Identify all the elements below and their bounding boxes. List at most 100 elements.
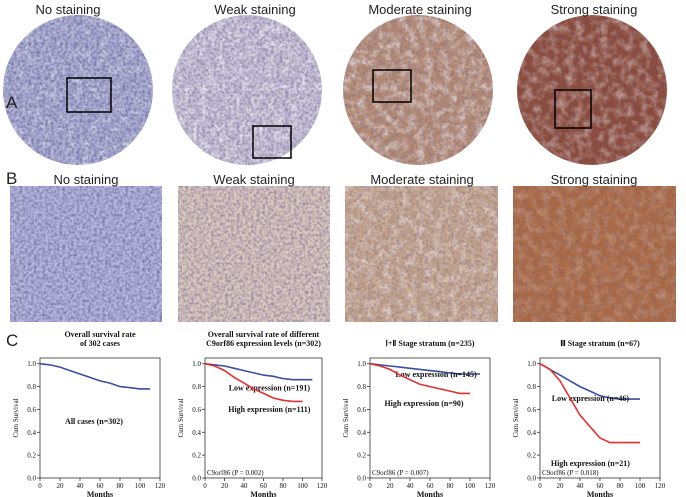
- tma-cores: [3, 15, 667, 165]
- survival-curve: [369, 362, 470, 395]
- x-tick-label: 20: [57, 482, 65, 490]
- y-tick-label: 1.0: [192, 360, 201, 368]
- y-tick-label: 0.0: [357, 475, 366, 483]
- annotation: C9orf86 (P = 0.018): [542, 469, 599, 477]
- core-image: [343, 15, 493, 165]
- x-tick-label: 20: [557, 482, 565, 490]
- core-label: No staining: [35, 2, 100, 17]
- zoom-box: [252, 125, 292, 159]
- zoom-label: Moderate staining: [370, 172, 473, 187]
- core-image: [172, 15, 322, 165]
- y-tick-label: 0.8: [527, 383, 536, 391]
- y-tick-label: 0.6: [527, 406, 536, 414]
- survival-curve: [539, 363, 640, 444]
- y-tick-label: 0.8: [192, 383, 201, 391]
- zoom-texture: [345, 186, 498, 322]
- zoom-box: [66, 77, 112, 113]
- y-tick-label: 0.6: [27, 406, 36, 414]
- y-tick-label: 0.6: [192, 406, 201, 414]
- x-tick-label: 0: [538, 482, 542, 490]
- x-tick-label: 80: [117, 482, 125, 490]
- core-label: Moderate staining: [368, 2, 471, 17]
- series-label: High expression (n=90): [384, 399, 463, 408]
- survival-curve: [369, 362, 480, 375]
- x-tick-label: 120: [317, 482, 328, 490]
- x-tick-label: 20: [387, 482, 395, 490]
- survival-curve: [204, 362, 303, 403]
- x-tick-label: 100: [635, 482, 646, 490]
- x-tick-label: 60: [597, 482, 605, 490]
- zoom-label: No staining: [53, 172, 118, 187]
- zoom-box: [554, 89, 592, 129]
- zoom-label: Weak staining: [213, 172, 294, 187]
- x-tick-label: 0: [368, 482, 372, 490]
- survival-curve: [539, 363, 640, 400]
- x-tick-label: 80: [280, 482, 288, 490]
- y-axis-label: Cum Survival: [342, 398, 350, 437]
- zoom-images: [10, 186, 676, 322]
- y-axis-label: Cum Survival: [12, 398, 20, 437]
- series-label: Low expression (n=145): [395, 370, 477, 379]
- y-tick-label: 0.0: [527, 475, 536, 483]
- x-tick-label: 100: [465, 482, 476, 490]
- y-tick-label: 0.2: [527, 452, 536, 460]
- x-tick-label: 40: [77, 482, 85, 490]
- core-label: Weak staining: [214, 2, 295, 17]
- chart-title: Overall survival rate of different: [208, 330, 320, 339]
- y-tick-label: 0.2: [357, 452, 366, 460]
- y-axis-label: Cum Survival: [177, 398, 185, 437]
- zoom-texture: [178, 186, 330, 322]
- core-label: Strong staining: [551, 2, 638, 17]
- x-axis-label: Months: [87, 490, 113, 497]
- y-tick-label: 0.8: [27, 383, 36, 391]
- x-tick-label: 20: [221, 482, 229, 490]
- x-tick-label: 0: [203, 482, 207, 490]
- y-tick-label: 0.4: [192, 429, 201, 437]
- x-tick-label: 120: [485, 482, 496, 490]
- series-label: Low expression (n=191): [229, 383, 311, 392]
- annotation: C9orf86 (P = 0.002): [207, 469, 264, 477]
- y-tick-label: 0.4: [527, 429, 536, 437]
- y-tick-label: 0.8: [357, 383, 366, 391]
- x-tick-label: 120: [655, 482, 666, 490]
- y-tick-label: 0.4: [27, 429, 36, 437]
- chart-title: Overall survival rate: [64, 330, 136, 339]
- series-label: Low expression (n=46): [552, 394, 630, 403]
- y-tick-label: 1.0: [357, 360, 366, 368]
- annotation: C9orf86 (P = 0.007): [372, 469, 429, 477]
- survival-curve: [204, 362, 313, 381]
- y-tick-label: 1.0: [27, 360, 36, 368]
- x-axis-label: Months: [587, 490, 613, 497]
- series-label: High expression (n=21): [551, 459, 630, 468]
- chart-title: C9orf86 expression levels (n=302): [206, 339, 321, 348]
- core-image: [3, 15, 153, 165]
- chart-title: Ⅲ Stage stratum (n=67): [560, 339, 640, 348]
- x-tick-label: 100: [135, 482, 146, 490]
- y-tick-label: 0.4: [357, 429, 366, 437]
- zoom-texture: [513, 186, 676, 322]
- x-tick-label: 100: [297, 482, 308, 490]
- survival-curve: [39, 362, 150, 390]
- x-tick-label: 120: [155, 482, 166, 490]
- y-tick-label: 1.0: [527, 360, 536, 368]
- x-tick-label: 80: [617, 482, 625, 490]
- series-label: All cases (n=302): [65, 417, 123, 426]
- panel-label: B: [6, 169, 17, 188]
- x-tick-label: 40: [577, 482, 585, 490]
- x-tick-label: 40: [241, 482, 249, 490]
- x-axis-label: Months: [417, 490, 443, 497]
- zoom-label: Strong staining: [551, 172, 638, 187]
- y-tick-label: 0.2: [192, 452, 201, 460]
- zoom-texture: [10, 186, 162, 322]
- x-tick-label: 60: [260, 482, 268, 490]
- plot-frame: [204, 357, 323, 479]
- y-axis-label: Cum Survival: [512, 398, 520, 437]
- y-tick-label: 0.0: [192, 475, 201, 483]
- core-image: [517, 15, 667, 165]
- chart-title: Ⅰ+Ⅱ Stage stratum (n=235): [386, 339, 475, 348]
- x-tick-label: 80: [447, 482, 455, 490]
- panel-label: C: [6, 331, 18, 350]
- zoom-box: [372, 69, 412, 103]
- y-tick-label: 0.6: [357, 406, 366, 414]
